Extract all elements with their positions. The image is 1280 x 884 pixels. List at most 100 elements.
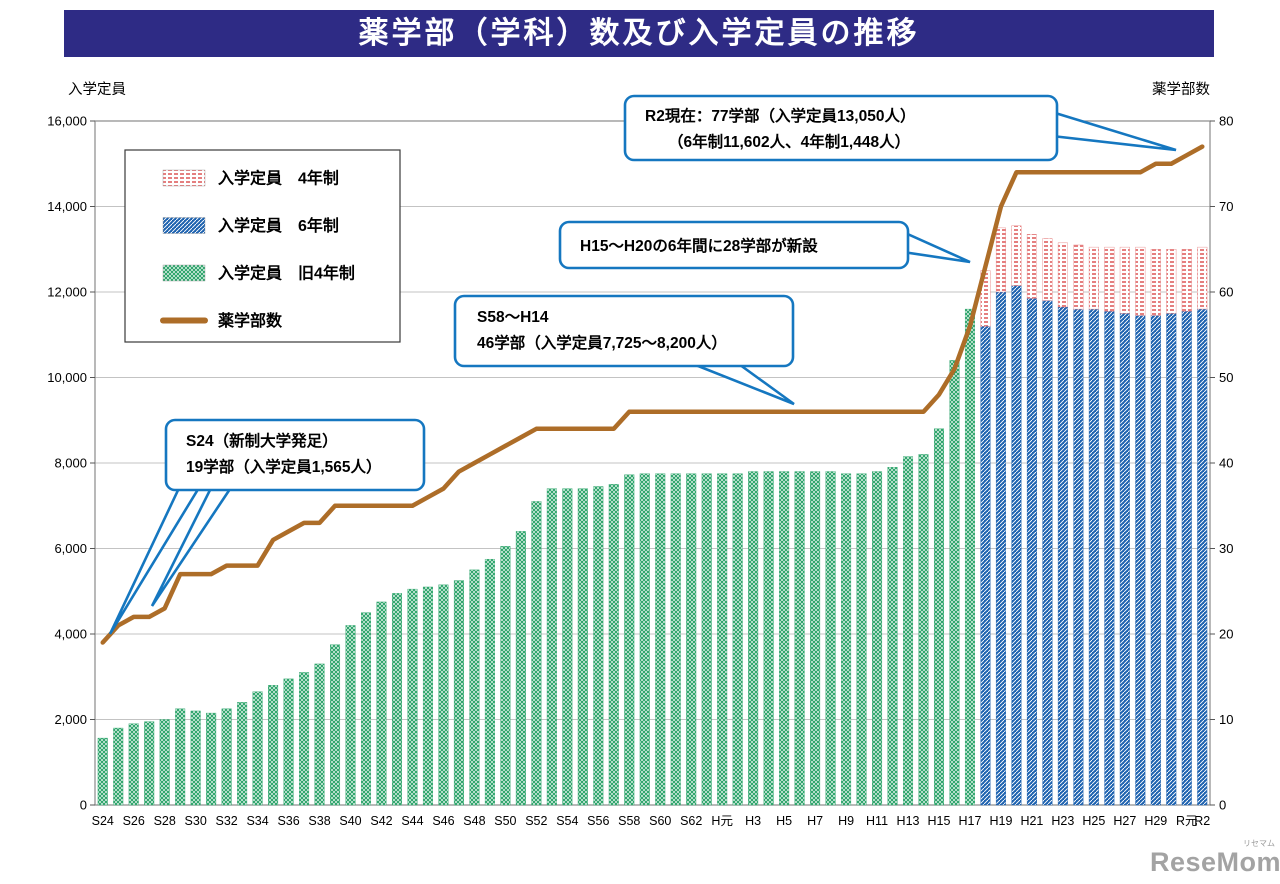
bar-old-4year <box>221 708 232 806</box>
callout-text: S24（新制大学発足） <box>186 431 338 450</box>
bar-4year <box>1150 249 1161 316</box>
callout-text: R2現在：77学部（入学定員13,050人） <box>645 106 915 125</box>
bar-old-4year <box>655 473 666 806</box>
bar-4year <box>1011 225 1022 286</box>
bar-6year <box>1150 315 1161 806</box>
y-left-tick-label: 10,000 <box>47 370 87 385</box>
bar-old-4year <box>593 486 604 806</box>
bar-old-4year <box>546 488 557 806</box>
x-tick-label: H25 <box>1082 814 1105 828</box>
x-tick-label: R元 <box>1176 814 1198 828</box>
x-tick-label: H元 <box>711 814 733 828</box>
bar-old-4year <box>810 471 821 806</box>
y-right-tick-label: 80 <box>1219 114 1233 129</box>
bar-old-4year <box>887 467 898 806</box>
y-left-tick-label: 6,000 <box>54 541 87 556</box>
bar-old-4year <box>500 546 511 806</box>
y-right-tick-label: 20 <box>1219 627 1233 642</box>
x-tick-label: H15 <box>928 814 951 828</box>
x-tick-label: H13 <box>897 814 920 828</box>
x-tick-label: S32 <box>216 814 238 828</box>
x-tick-label: H23 <box>1051 814 1074 828</box>
bar-6year <box>1073 308 1084 806</box>
x-tick-label: H9 <box>838 814 854 828</box>
bar-4year <box>1166 249 1177 314</box>
brand-logo: リセマム ReseMom <box>1150 840 1280 876</box>
bar-old-4year <box>299 672 310 806</box>
bar-4year <box>1073 244 1084 310</box>
bar-old-4year <box>608 484 619 806</box>
x-tick-label: S60 <box>649 814 671 828</box>
legend-swatch-four_year <box>162 169 206 187</box>
x-tick-label: R2 <box>1194 814 1210 828</box>
callout-text: 46学部（入学定員7,725～8,200人） <box>477 333 727 352</box>
x-tick-label: S28 <box>154 814 176 828</box>
bar-old-4year <box>391 593 402 806</box>
x-tick-label: S58 <box>618 814 640 828</box>
bar-old-4year <box>175 708 186 806</box>
x-tick-label: H17 <box>958 814 981 828</box>
x-tick-label: S42 <box>370 814 392 828</box>
callout-pointer <box>1050 110 1177 152</box>
bar-4year <box>1181 249 1192 312</box>
y-right-tick-label: 40 <box>1219 456 1233 471</box>
bar-4year <box>1119 246 1130 314</box>
page-title: 薬学部（学科）数及び入学定員の推移 <box>64 10 1214 57</box>
bar-6year <box>1088 308 1099 806</box>
bar-old-4year <box>268 685 279 806</box>
x-tick-label: H19 <box>989 814 1012 828</box>
x-tick-label: S44 <box>401 814 423 828</box>
bar-old-4year <box>933 428 944 806</box>
legend-swatch-old_four_year <box>162 264 206 282</box>
x-tick-label: S26 <box>123 814 145 828</box>
bar-old-4year <box>717 473 728 806</box>
bar-old-4year <box>639 473 650 806</box>
x-tick-label: S36 <box>277 814 299 828</box>
bar-old-4year <box>794 471 805 806</box>
x-tick-label: S54 <box>556 814 578 828</box>
bar-old-4year <box>872 471 883 806</box>
brand-small-text: リセマム <box>1243 839 1276 848</box>
bar-6year <box>1026 298 1037 806</box>
bar-old-4year <box>825 471 836 806</box>
bar-old-4year <box>422 586 433 806</box>
x-tick-label: S34 <box>246 814 268 828</box>
bar-old-4year <box>732 473 743 806</box>
bar-old-4year <box>903 456 914 806</box>
bar-4year <box>1135 246 1146 316</box>
bar-old-4year <box>206 712 217 806</box>
y-left-tick-label: 16,000 <box>47 114 87 129</box>
x-tick-label: S56 <box>587 814 609 828</box>
bar-6year <box>1104 311 1115 806</box>
legend-swatch-six_year <box>162 217 206 234</box>
bar-old-4year <box>237 702 248 806</box>
bar-old-4year <box>190 710 201 806</box>
bar-old-4year <box>949 360 960 806</box>
y-right-tick-label: 30 <box>1219 541 1233 556</box>
bar-6year <box>1166 313 1177 806</box>
faculty-count-line <box>100 144 1205 645</box>
brand-main-text: ReseMom <box>1150 847 1280 877</box>
bar-4year <box>1088 246 1099 310</box>
bar-old-4year <box>128 723 139 806</box>
legend-label: 入学定員 6年制 <box>218 216 339 235</box>
callout-text: 19学部（入学定員1,565人） <box>186 457 382 476</box>
bar-old-4year <box>469 569 480 806</box>
bar-old-4year <box>779 471 790 806</box>
x-tick-label: H5 <box>776 814 792 828</box>
bar-4year <box>1057 242 1068 308</box>
callout-s24 <box>164 418 426 492</box>
bar-old-4year <box>964 308 975 806</box>
bar-old-4year <box>144 721 155 806</box>
y-right-tick-label: 0 <box>1219 798 1226 813</box>
x-tick-label: S46 <box>432 814 454 828</box>
bar-old-4year <box>438 584 449 806</box>
x-tick-label: H7 <box>807 814 823 828</box>
callout-r2 <box>623 94 1059 162</box>
bar-old-4year <box>97 737 108 806</box>
bar-old-4year <box>624 474 635 806</box>
bar-old-4year <box>763 471 774 806</box>
bar-old-4year <box>407 588 418 806</box>
callout-text: （6年制11,602人、4年制1,448人） <box>668 132 910 151</box>
bar-4year <box>1026 234 1037 299</box>
